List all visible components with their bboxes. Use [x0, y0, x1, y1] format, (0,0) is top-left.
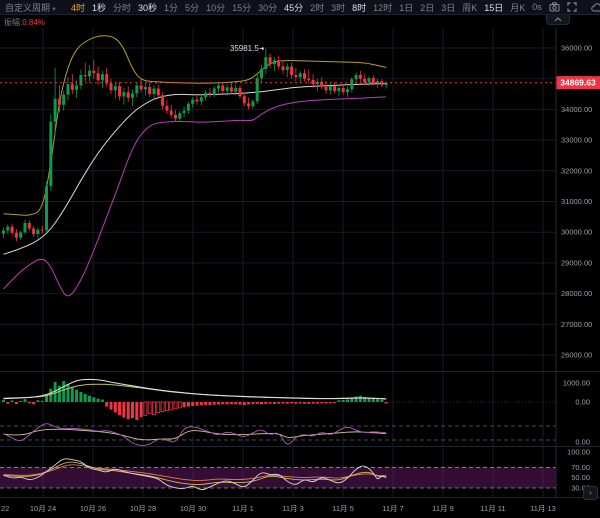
interval-分时[interactable]: 分时 — [113, 2, 132, 13]
interval-15分[interactable]: 15分 — [232, 2, 252, 13]
price-tick-label: 28000.00 — [561, 289, 592, 298]
volume-histogram — [0, 381, 556, 421]
panel-collapse-button[interactable]: › — [583, 486, 598, 500]
period-selector-label: 自定义周期 — [5, 2, 51, 13]
price-tick-label: 33000.00 — [561, 136, 592, 145]
rsi-tick-label: 30.00 — [571, 484, 590, 493]
chevron-down-icon: ▼ — [51, 6, 57, 13]
screenshot-camera-icon[interactable] — [549, 2, 560, 12]
interval-2时[interactable]: 2时 — [310, 2, 325, 13]
interval-12时[interactable]: 12时 — [373, 2, 393, 13]
interval-1秒[interactable]: 1秒 — [91, 2, 106, 13]
time-axis[interactable]: 22 10月 24 10月 26 10月 28 10月 30 11月 1 11月 3 11月 … — [1, 504, 556, 513]
interval-1日[interactable]: 1日 — [399, 2, 414, 13]
amplitude-label: 振幅: — [4, 18, 23, 27]
fullscreen-icon[interactable] — [567, 2, 577, 12]
price-tick-label: 36000.00 — [561, 44, 592, 53]
interval-10分[interactable]: 10分 — [206, 2, 226, 13]
time-tick-label: 10月 28 — [130, 504, 156, 513]
annotation-high-price: 35981.5 — [230, 44, 265, 53]
rsi-tick-label: 100.00 — [567, 448, 590, 457]
grid-layer — [0, 28, 556, 498]
panel-frames — [0, 28, 600, 498]
interval-4时[interactable]: 4时 — [70, 2, 85, 13]
time-tick-label: 11月 11 — [480, 504, 505, 513]
histogram-tick-label: 0.00 — [575, 398, 590, 407]
top-toolbar: 自定义周期▼ 4时 1秒 分时 30秒 1分 5分 10分 15分 30分 45分 2时 3时 8时 12… — [0, 0, 600, 15]
time-tick-label: 11月 13 — [530, 504, 556, 513]
period-selector[interactable]: 自定义周期▼ — [5, 1, 57, 14]
interval-5分[interactable]: 5分 — [185, 2, 200, 13]
time-tick-label: 11月 9 — [432, 504, 454, 513]
price-tick-label: 30000.00 — [561, 228, 592, 237]
toolbar-collapse-button[interactable] — [546, 15, 570, 25]
price-tick-label: 32000.00 — [561, 166, 592, 175]
cloud-layout-selector[interactable]: 未命名▼ — [591, 1, 600, 14]
interval-月K[interactable]: 月K — [510, 2, 526, 13]
price-tick-label: 29000.00 — [561, 258, 592, 267]
rsi-tick-label: 70.00 — [571, 463, 590, 472]
rsi-tick-label: 50.00 — [571, 473, 590, 482]
time-tick-label: 11月 1 — [232, 504, 254, 513]
time-tick-label: 10月 26 — [80, 504, 106, 513]
time-tick-label: 10月 30 — [180, 504, 206, 513]
time-tick-label: 11月 5 — [332, 504, 354, 513]
interval-list: 4时 1秒 分时 30秒 1分 5分 10分 15分 30分 45分 2时 3时 8时 12时 1日 2日 3日… — [71, 1, 525, 14]
interval-8时[interactable]: 8时 — [352, 2, 367, 13]
cloud-icon — [591, 2, 600, 11]
time-tick-label: 10月 24 — [30, 504, 56, 513]
interval-1分[interactable]: 1分 — [164, 2, 179, 13]
interval-30分[interactable]: 30分 — [258, 2, 278, 13]
volume-ma-lines — [3, 378, 387, 400]
amplitude-value: 0.84% — [22, 18, 45, 27]
interval-2日[interactable]: 2日 — [420, 2, 435, 13]
seconds-counter: 0s — [532, 2, 542, 12]
price-tick-label: 34000.00 — [561, 105, 592, 114]
interval-3日[interactable]: 3日 — [441, 2, 456, 13]
candles-layer — [2, 48, 388, 242]
rsi-panel — [0, 458, 556, 490]
interval-30秒[interactable]: 30秒 — [138, 2, 158, 13]
interval-周K[interactable]: 周K — [462, 2, 478, 13]
annotation-label: 35981.5 — [230, 44, 259, 53]
chevron-up-icon — [554, 17, 562, 22]
time-tick-label: 11月 7 — [382, 504, 404, 513]
histogram-tick-label: 1000.00 — [563, 379, 590, 388]
time-tick-label: 22 — [1, 504, 9, 513]
interval-3时[interactable]: 3时 — [331, 2, 346, 13]
price-tick-label: 31000.00 — [561, 197, 592, 206]
interval-15日[interactable]: 15日 — [484, 2, 504, 13]
price-axis[interactable]: 36000.0035000.0034000.0033000.0032000.00… — [561, 44, 592, 493]
oscillator-tick-label: 0.00 — [575, 438, 590, 447]
current-price-tag: 34869.63 — [556, 76, 600, 90]
current-price-value: 34869.63 — [560, 78, 596, 88]
price-tick-label: 27000.00 — [561, 320, 592, 329]
bollinger-bands — [3, 35, 387, 297]
oscillator-panel — [0, 423, 556, 446]
amplitude-readout: 振幅:0.84% — [4, 17, 45, 28]
price-tick-label: 26000.00 — [561, 351, 592, 360]
interval-45分[interactable]: 45分 — [284, 2, 304, 13]
time-tick-label: 11月 3 — [282, 504, 304, 513]
